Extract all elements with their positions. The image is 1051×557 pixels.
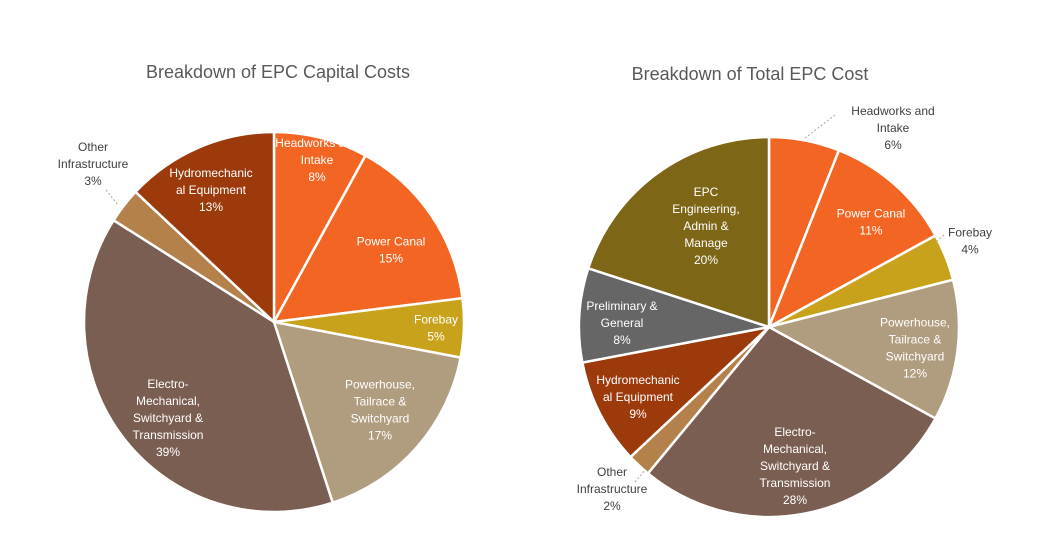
data-label-power-canal: Power Canal 15% [357,235,426,266]
data-label-headworks-and-intake: Headworks and Intake 6% [851,104,934,152]
pie-slice-preliminary-general [577,266,770,365]
data-label-forebay: Forebay 5% [414,313,458,344]
pie-slice-electro-mechanical-switchyard-transmission [82,218,335,514]
pie-slice-power-canal [271,153,464,324]
data-label-other-infrastructure: Other Infrastructure 2% [577,465,648,513]
data-label-other-infrastructure: Other Infrastructure 3% [58,140,129,188]
pie-slice-electro-mechanical-switchyard-transmission [646,325,938,519]
data-label-headworks-and-intake: Headworks and Intake 8% [275,136,358,184]
pie-slice-hydromechanic-al-equipment [133,130,276,325]
chart-title: Breakdown of Total EPC Cost [632,64,869,84]
data-label-forebay: Forebay 4% [948,226,992,257]
pie-slice-powerhouse-tailrace-switchyard [765,278,961,421]
pie-slice-hydromechanic-al-equipment [580,324,773,459]
data-label-power-canal: Power Canal 11% [837,207,906,238]
data-label-powerhouse-tailrace-switchyard: Powerhouse, Tailrace & Switchyard 17% [345,378,415,443]
pie-slice-epc-engineering-admin-manage [586,135,771,329]
data-label-hydromechanic-al-equipment: Hydromechanic al Equipment 9% [596,373,679,421]
leader-line-other-infrastructure [105,189,119,206]
data-label-hydromechanic-al-equipment: Hydromechanic al Equipment 13% [169,166,252,214]
data-label-electro-mechanical-switchyard-transmission: Electro-Mechanical, Switchyard & Transmiss… [133,377,204,459]
pie-slice-powerhouse-tailrace-switchyard [272,320,463,505]
data-label-powerhouse-tailrace-switchyard: Powerhouse, Tailrace & Switchyard 12% [880,316,950,381]
pie-slice-headworks-and-intake [272,130,368,323]
pie-chart-epc-capital-costs: Breakdown of EPC Capital Costs Headworks… [58,62,466,514]
chart-title: Breakdown of EPC Capital Costs [146,62,410,82]
data-label-electro-mechanical-switchyard-transmission: Electro-Mechanical, Switchyard & Transmiss… [760,425,831,507]
leader-line-headworks-and-intake [804,114,836,139]
pie-slice-power-canal [766,148,938,330]
leader-line-forebay [936,234,945,242]
leader-line-other-infrastructure [634,469,646,483]
pie-chart-total-epc-cost: Breakdown of Total EPC Cost Headworks an… [577,64,992,519]
data-label-epc-engineering-admin-manage: EPC Engineering, Admin & Manage 20% [672,185,739,267]
data-label-preliminary-general: Preliminary & General 8% [586,299,657,347]
